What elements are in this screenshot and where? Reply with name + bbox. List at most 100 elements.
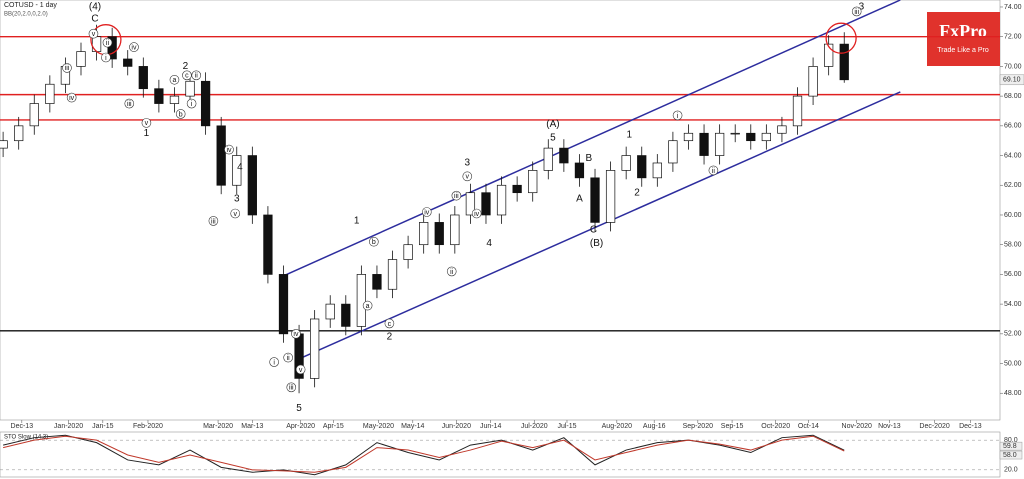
x-tick-label: Oct-14 [798, 423, 819, 430]
circled-wave-label: i [677, 113, 679, 120]
wave-label: 4 [237, 162, 243, 173]
candle-body [154, 88, 164, 104]
wave-label: 2 [634, 187, 640, 198]
candle-body [434, 222, 444, 246]
candle-body [792, 95, 803, 127]
wave-label: 2 [183, 61, 189, 72]
candle-body [200, 80, 211, 127]
wave-label: 2 [387, 331, 393, 342]
x-tick-label: Aug-16 [643, 423, 666, 430]
circled-wave-label: iii [289, 385, 294, 392]
circled-wave-label: iii [454, 193, 459, 200]
wave-circle [851, 6, 862, 17]
candle-body [0, 140, 8, 149]
candle-body [496, 184, 507, 216]
wave-label: 3 [465, 158, 471, 169]
wave-label: 5 [296, 403, 302, 414]
wave-circle [421, 207, 432, 217]
circled-wave-label: iv [226, 147, 232, 154]
last-value-label: 59.8 [1003, 443, 1017, 450]
candle-body [450, 214, 460, 246]
wave-circle [708, 165, 719, 176]
wave-circle [462, 171, 473, 182]
circled-wave-label: ii [287, 355, 291, 362]
wave-label: C [91, 14, 98, 25]
candle-body [605, 170, 616, 223]
wave-circle [451, 190, 462, 201]
candle-body [574, 162, 585, 179]
candle-body [76, 51, 86, 67]
y-tick-label: 58.00 [1004, 242, 1022, 249]
stoch-line [2, 435, 845, 473]
candle-body [621, 155, 631, 171]
candle-body [91, 36, 102, 52]
circled-wave-label: b [372, 239, 376, 246]
candle-body [387, 259, 398, 290]
x-tick-label: Nov-2020 [842, 423, 872, 430]
circled-wave-label: v [145, 120, 149, 127]
y-tick-label: 48.00 [1004, 390, 1022, 397]
circled-wave-label: a [173, 77, 177, 84]
candle-body [310, 318, 320, 379]
wave-circle [129, 42, 139, 52]
main-panel [0, 0, 1001, 421]
circled-wave-label: a [366, 303, 370, 310]
wave-circle [124, 98, 135, 109]
y-tick-label: 70.00 [1004, 63, 1022, 70]
wave-circle [175, 109, 186, 119]
x-tick-label: Sep-2020 [683, 423, 713, 430]
candle-body [14, 125, 24, 142]
candle-body [652, 162, 662, 179]
wave-label: (A) [546, 119, 559, 130]
y-tick-label: 54.00 [1004, 301, 1022, 308]
circled-wave-label: ii [712, 168, 716, 175]
circled-wave-label: v [299, 367, 303, 374]
wave-circle [141, 118, 152, 128]
highlight-circle [825, 22, 857, 54]
x-tick-label: Mar-2020 [203, 423, 233, 430]
circled-wave-label: ii [106, 40, 110, 47]
circled-wave-label: i [191, 101, 193, 108]
wave-circle [224, 144, 234, 155]
x-tick-label: Jan-15 [92, 423, 114, 430]
x-tick-label: Jan-2020 [54, 423, 83, 430]
circled-wave-label: iii [211, 218, 216, 225]
circled-wave-label: iv [474, 211, 480, 218]
y-tick-label: 62.00 [1004, 182, 1022, 189]
circled-wave-label: ii [195, 73, 199, 80]
candle-body [824, 43, 834, 67]
candle-body [185, 80, 195, 97]
candle-body [356, 274, 367, 327]
circled-wave-label: iv [293, 331, 299, 338]
y-tick-label: 56.00 [1004, 271, 1022, 278]
wave-label: 4 [486, 238, 492, 249]
x-tick-label: Jun-14 [480, 423, 502, 430]
candle-body [528, 170, 538, 194]
x-tick-label: Oct-2020 [761, 423, 790, 430]
x-tick-label: Sep-15 [721, 423, 744, 430]
wave-label: 1 [144, 128, 150, 139]
candle-body [730, 132, 740, 135]
candle-body [403, 244, 413, 260]
circled-wave-label: ii [450, 269, 454, 276]
circled-wave-label: iii [65, 65, 70, 72]
circled-wave-label: i [105, 55, 107, 62]
candle-body [714, 132, 725, 156]
x-tick-label: Jun-2020 [442, 423, 471, 430]
wave-circle [66, 92, 77, 103]
wave-label: 5 [550, 132, 556, 143]
wave-label: B [585, 153, 592, 164]
candle-body [232, 155, 242, 186]
candle-body [839, 43, 849, 81]
candle-body [465, 192, 476, 216]
y-tick-label: 60.00 [1004, 212, 1022, 219]
candle-body [29, 103, 39, 127]
y-tick-label: 50.00 [1004, 360, 1022, 367]
y-tick-label: 64.00 [1004, 152, 1022, 159]
candle-body [637, 155, 647, 179]
circled-wave-label: v [92, 31, 96, 38]
last-price-label: 69.10 [1003, 77, 1021, 84]
x-tick-label: Apr-2020 [286, 423, 315, 430]
